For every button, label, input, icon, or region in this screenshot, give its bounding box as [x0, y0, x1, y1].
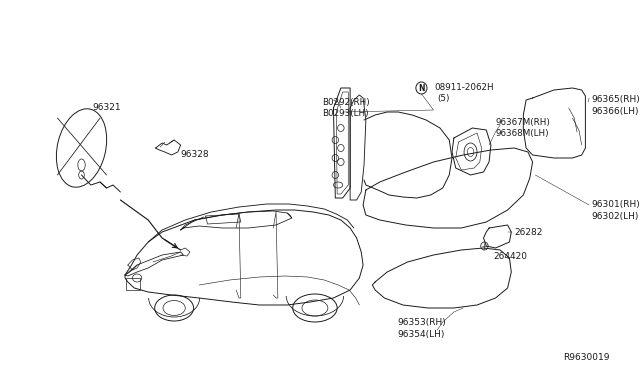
- Text: 96353(RH): 96353(RH): [397, 318, 446, 327]
- Text: 96328: 96328: [180, 150, 209, 159]
- Text: 96354(LH): 96354(LH): [397, 330, 445, 339]
- Text: 96366(LH): 96366(LH): [591, 107, 639, 116]
- Text: 96301(RH): 96301(RH): [591, 200, 640, 209]
- Text: B0292(RH): B0292(RH): [323, 98, 370, 107]
- Text: N: N: [418, 83, 425, 93]
- Text: (5): (5): [437, 94, 450, 103]
- Text: 96321: 96321: [93, 103, 121, 112]
- Text: 96302(LH): 96302(LH): [591, 212, 638, 221]
- Text: R9630019: R9630019: [563, 353, 610, 362]
- Text: 08911-2062H: 08911-2062H: [435, 83, 494, 92]
- Text: 96365(RH): 96365(RH): [591, 95, 640, 104]
- Text: 264420: 264420: [493, 252, 528, 261]
- Text: B0293(LH): B0293(LH): [323, 109, 369, 118]
- Text: 96368M(LH): 96368M(LH): [495, 129, 549, 138]
- Text: 26282: 26282: [514, 228, 543, 237]
- Text: 96367M(RH): 96367M(RH): [495, 118, 550, 127]
- Bar: [126, 278, 140, 290]
